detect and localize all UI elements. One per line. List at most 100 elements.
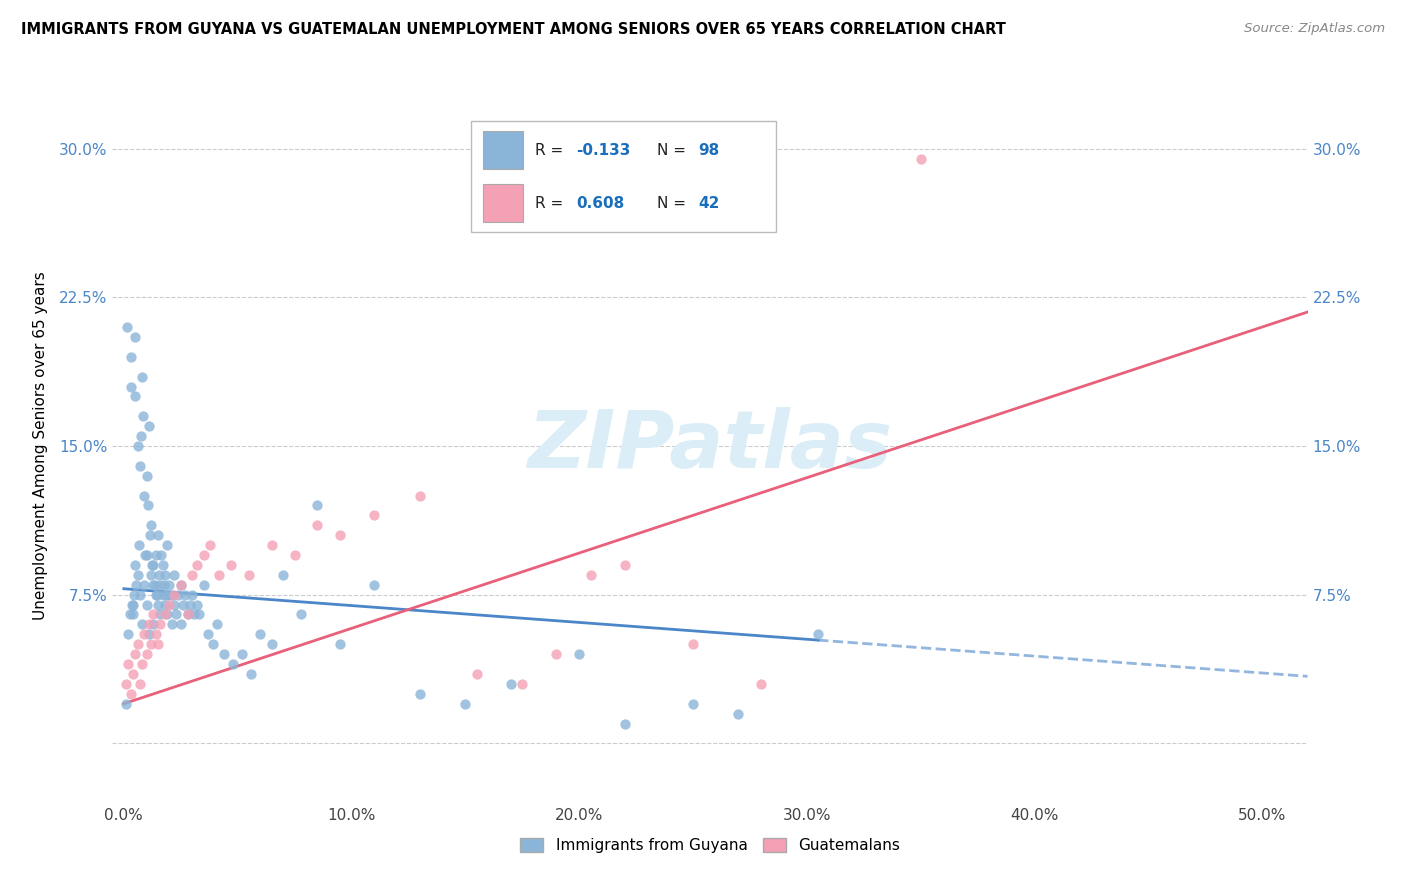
Point	[186, 598, 208, 612]
Point	[155, 588, 177, 602]
Point	[329, 528, 352, 542]
Point	[120, 687, 142, 701]
Point	[122, 598, 145, 612]
Point	[128, 677, 150, 691]
Point	[131, 617, 153, 632]
Point	[124, 389, 146, 403]
Point	[136, 499, 159, 513]
Point	[149, 617, 172, 632]
Point	[135, 548, 157, 562]
Legend: Immigrants from Guyana, Guatemalans: Immigrants from Guyana, Guatemalans	[515, 832, 905, 859]
Point	[231, 647, 253, 661]
Point	[142, 607, 165, 622]
Point	[122, 667, 145, 681]
Point	[170, 578, 193, 592]
Y-axis label: Unemployment Among Seniors over 65 years: Unemployment Among Seniors over 65 years	[32, 272, 48, 620]
Point	[153, 567, 176, 582]
Point	[249, 627, 271, 641]
Point	[260, 637, 283, 651]
Point	[181, 567, 204, 582]
Point	[271, 567, 294, 582]
Point	[499, 677, 522, 691]
Text: Source: ZipAtlas.com: Source: ZipAtlas.com	[1244, 22, 1385, 36]
Point	[749, 677, 772, 691]
Point	[141, 558, 163, 572]
Point	[148, 567, 170, 582]
Point	[143, 578, 166, 592]
Point	[117, 627, 139, 641]
Point	[682, 637, 704, 651]
Point	[142, 617, 165, 632]
Point	[201, 637, 224, 651]
Point	[134, 489, 156, 503]
Point	[128, 538, 150, 552]
Point	[546, 647, 568, 661]
Point	[165, 607, 187, 622]
Point	[363, 508, 385, 523]
Point	[141, 518, 163, 533]
Point	[146, 598, 169, 612]
Point	[120, 379, 142, 393]
Point	[613, 558, 636, 572]
Point	[465, 667, 488, 681]
Point	[121, 598, 143, 612]
Point	[163, 598, 186, 612]
Point	[120, 350, 142, 364]
Point	[170, 617, 193, 632]
Point	[307, 499, 329, 513]
Point	[117, 320, 139, 334]
Point	[172, 598, 194, 612]
Point	[579, 567, 602, 582]
Point	[152, 558, 174, 572]
Point	[115, 677, 138, 691]
Point	[134, 627, 156, 641]
Point	[134, 548, 156, 562]
Point	[454, 697, 477, 711]
Point	[222, 657, 245, 671]
Point	[115, 697, 138, 711]
Point	[181, 588, 204, 602]
Point	[124, 330, 146, 344]
Point	[145, 588, 167, 602]
Point	[156, 607, 179, 622]
Point	[146, 528, 169, 542]
Point	[290, 607, 312, 622]
Point	[219, 558, 242, 572]
Point	[186, 558, 208, 572]
Point	[179, 598, 201, 612]
Point	[153, 607, 176, 622]
Point	[127, 567, 149, 582]
Point	[135, 647, 157, 661]
Point	[200, 538, 222, 552]
Point	[363, 578, 385, 592]
Point	[134, 578, 156, 592]
Point	[176, 607, 198, 622]
Point	[118, 607, 141, 622]
Point	[727, 706, 749, 721]
Point	[131, 657, 153, 671]
Point	[142, 558, 165, 572]
Point	[135, 598, 157, 612]
Point	[127, 439, 149, 453]
Point	[124, 558, 146, 572]
Point	[160, 617, 183, 632]
Point	[153, 598, 176, 612]
Point	[150, 548, 173, 562]
Point	[568, 647, 591, 661]
Point	[122, 607, 145, 622]
Point	[157, 588, 180, 602]
Point	[129, 429, 152, 443]
Point	[128, 588, 150, 602]
Point	[409, 489, 432, 503]
Text: IMMIGRANTS FROM GUYANA VS GUATEMALAN UNEMPLOYMENT AMONG SENIORS OVER 65 YEARS CO: IMMIGRANTS FROM GUYANA VS GUATEMALAN UNE…	[21, 22, 1005, 37]
Point	[807, 627, 830, 641]
Point	[139, 528, 162, 542]
Point	[132, 409, 155, 424]
Point	[138, 419, 160, 434]
Point	[124, 647, 146, 661]
Point	[613, 716, 636, 731]
Point	[141, 637, 163, 651]
Point	[174, 588, 197, 602]
Point	[145, 548, 167, 562]
Point	[197, 627, 219, 641]
